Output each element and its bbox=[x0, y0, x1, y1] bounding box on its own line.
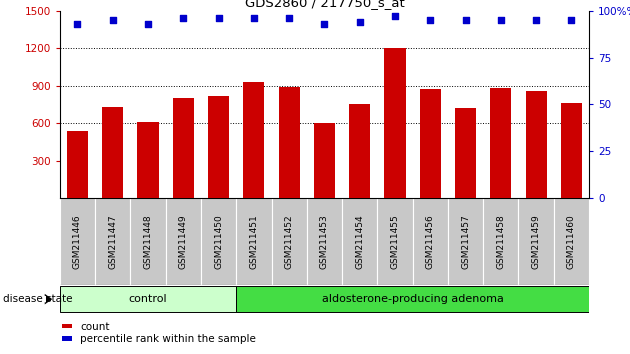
Bar bbox=[62, 336, 72, 341]
Text: aldosterone-producing adenoma: aldosterone-producing adenoma bbox=[322, 294, 503, 304]
Bar bbox=[278, 87, 300, 198]
Point bbox=[390, 13, 400, 19]
Point bbox=[319, 21, 329, 27]
Text: disease state: disease state bbox=[3, 294, 72, 304]
Bar bbox=[236, 198, 272, 285]
Text: count: count bbox=[80, 322, 110, 332]
Text: GSM211449: GSM211449 bbox=[179, 214, 188, 269]
Text: GSM211451: GSM211451 bbox=[249, 214, 258, 269]
Bar bbox=[483, 198, 518, 285]
Bar bbox=[525, 91, 547, 198]
Point bbox=[72, 21, 83, 27]
Bar bbox=[166, 198, 201, 285]
Text: GSM211455: GSM211455 bbox=[391, 214, 399, 269]
Bar bbox=[208, 96, 229, 198]
Text: GSM211448: GSM211448 bbox=[144, 214, 152, 269]
Text: percentile rank within the sample: percentile rank within the sample bbox=[80, 334, 256, 344]
Text: GSM211459: GSM211459 bbox=[532, 214, 541, 269]
Bar bbox=[455, 108, 476, 198]
Point bbox=[566, 17, 576, 23]
Point bbox=[284, 15, 294, 21]
Point bbox=[531, 17, 541, 23]
Title: GDS2860 / 217750_s_at: GDS2860 / 217750_s_at bbox=[244, 0, 404, 10]
Text: GSM211458: GSM211458 bbox=[496, 214, 505, 269]
Bar bbox=[130, 198, 166, 285]
Bar bbox=[95, 198, 130, 285]
Bar bbox=[137, 122, 159, 198]
Bar bbox=[102, 107, 123, 198]
Text: GSM211452: GSM211452 bbox=[285, 214, 294, 269]
Point bbox=[108, 17, 118, 23]
Point bbox=[425, 17, 435, 23]
Point bbox=[249, 15, 259, 21]
Bar bbox=[377, 198, 413, 285]
Bar bbox=[272, 198, 307, 285]
Text: GSM211456: GSM211456 bbox=[426, 214, 435, 269]
Bar bbox=[236, 286, 589, 312]
Text: GSM211454: GSM211454 bbox=[355, 214, 364, 269]
Bar bbox=[490, 88, 512, 198]
Point bbox=[143, 21, 153, 27]
Text: GSM211460: GSM211460 bbox=[567, 214, 576, 269]
Text: GSM211446: GSM211446 bbox=[73, 214, 82, 269]
Text: control: control bbox=[129, 294, 168, 304]
Point bbox=[178, 15, 188, 21]
Bar bbox=[67, 131, 88, 198]
Bar bbox=[62, 324, 72, 329]
Bar bbox=[307, 198, 342, 285]
Text: GSM211453: GSM211453 bbox=[320, 214, 329, 269]
Bar bbox=[384, 48, 406, 198]
Bar bbox=[60, 198, 95, 285]
Bar bbox=[413, 198, 448, 285]
Bar bbox=[60, 286, 236, 312]
Bar bbox=[448, 198, 483, 285]
Bar bbox=[342, 198, 377, 285]
Bar bbox=[349, 104, 370, 198]
Bar bbox=[561, 103, 582, 198]
Bar bbox=[243, 82, 265, 198]
Point bbox=[355, 19, 365, 25]
Point bbox=[496, 17, 506, 23]
Bar bbox=[518, 198, 554, 285]
Text: GSM211450: GSM211450 bbox=[214, 214, 223, 269]
Bar bbox=[173, 98, 194, 198]
Bar bbox=[554, 198, 589, 285]
Point bbox=[461, 17, 471, 23]
Bar bbox=[420, 90, 441, 198]
Bar bbox=[201, 198, 236, 285]
Point bbox=[214, 15, 224, 21]
Bar bbox=[314, 123, 335, 198]
Text: GSM211457: GSM211457 bbox=[461, 214, 470, 269]
Text: GSM211447: GSM211447 bbox=[108, 214, 117, 269]
